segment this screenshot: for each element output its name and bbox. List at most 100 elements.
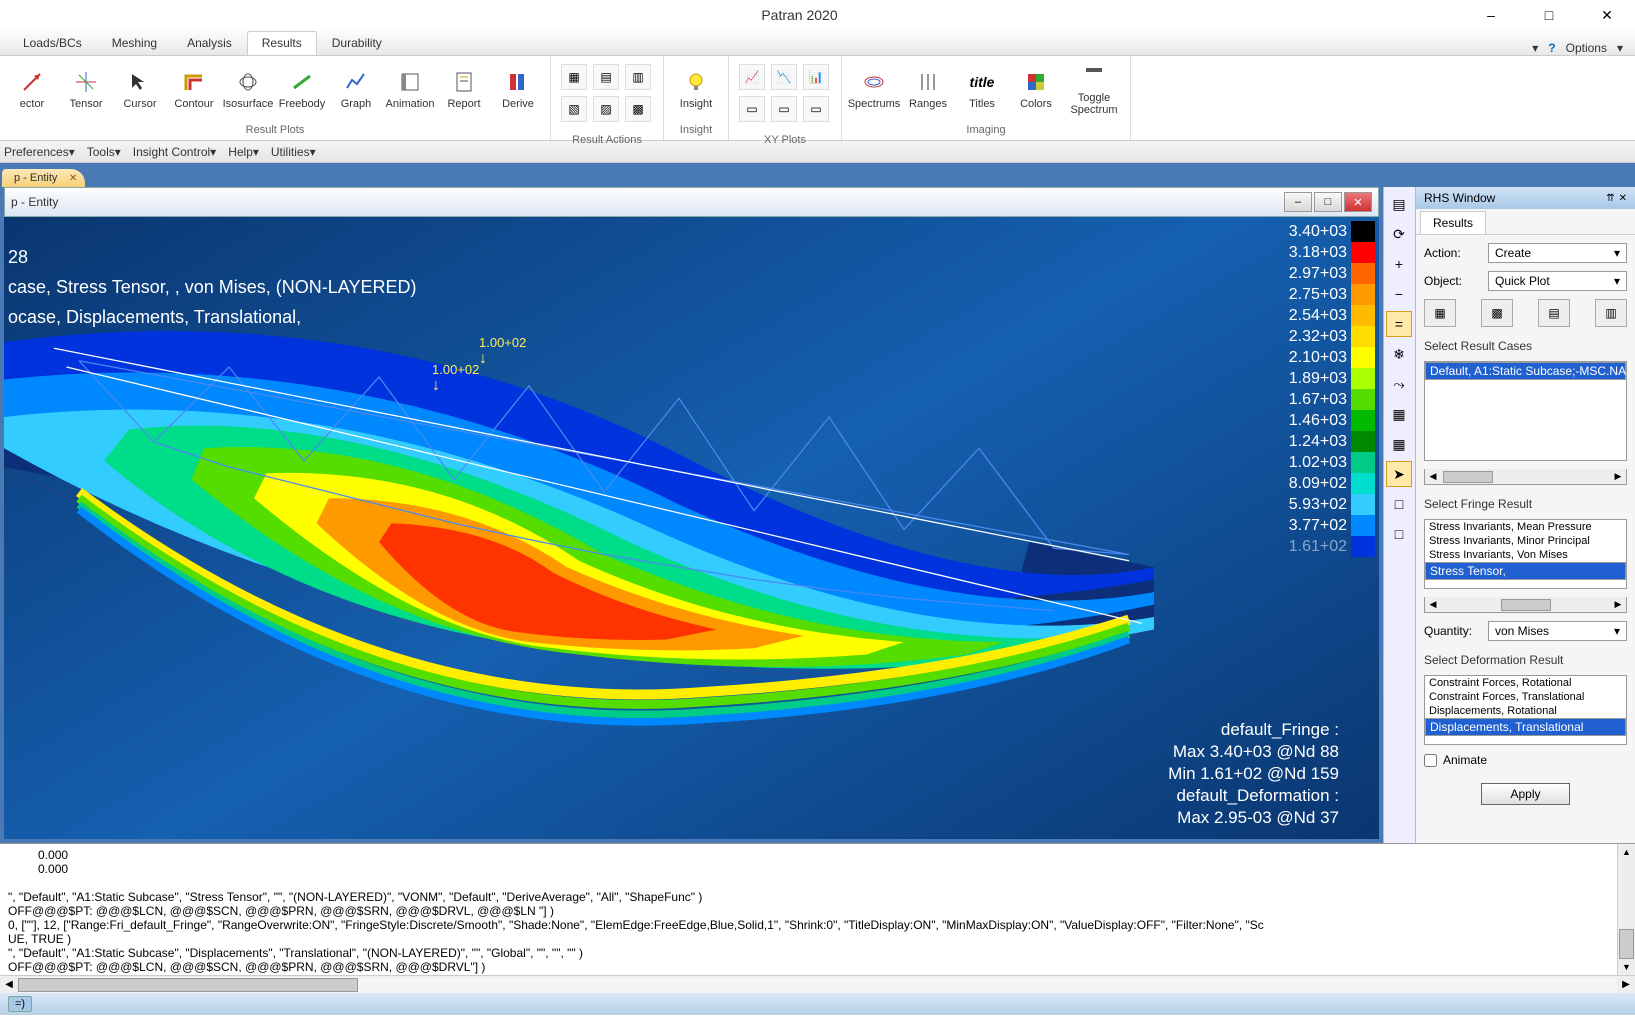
spectrums-button[interactable]: Spectrums xyxy=(848,66,900,112)
console: 0.000 0.000 ", "Default", "A1:Static Sub… xyxy=(0,843,1635,993)
action-icon-1[interactable]: ▦ xyxy=(561,64,587,90)
minimize-button[interactable]: – xyxy=(1471,1,1511,29)
apply-button[interactable]: Apply xyxy=(1481,783,1569,805)
derive-button[interactable]: Derive xyxy=(492,66,544,112)
action-icon-6[interactable]: ▩ xyxy=(625,96,651,122)
inner-maximize-button[interactable]: □ xyxy=(1314,192,1342,212)
deform-item[interactable]: Constraint Forces, Translational xyxy=(1425,690,1626,704)
help-icon[interactable]: ? xyxy=(1548,41,1555,55)
fringe-item[interactable]: Stress Invariants, Mean Pressure xyxy=(1425,520,1626,534)
deform-item[interactable]: Constraint Forces, Rotational xyxy=(1425,676,1626,690)
close-button[interactable]: ✕ xyxy=(1587,1,1627,29)
viewtool-box1[interactable]: □ xyxy=(1386,491,1412,517)
tab-meshing[interactable]: Meshing xyxy=(97,31,172,55)
rhs-subtab-results[interactable]: Results xyxy=(1420,211,1486,234)
fringe-listbox[interactable]: Stress Invariants, Mean PressureStress I… xyxy=(1424,519,1627,589)
tensor-button[interactable]: Tensor xyxy=(60,66,112,112)
viewtool-eq[interactable]: = xyxy=(1386,311,1412,337)
deform-item[interactable]: Displacements, Translational xyxy=(1425,718,1626,736)
animation-button[interactable]: Animation xyxy=(384,66,436,112)
viewtool-rot[interactable]: ⟳ xyxy=(1386,221,1412,247)
rhs-title: RHS Window xyxy=(1424,191,1495,205)
console-log[interactable]: 0.000 0.000 ", "Default", "A1:Static Sub… xyxy=(0,844,1635,975)
toggle-spectrum-button[interactable]: Toggle Spectrum xyxy=(1064,60,1124,118)
viewtool-grid2[interactable]: ▦ xyxy=(1386,431,1412,457)
fringe-item[interactable]: Stress Invariants, Von Mises xyxy=(1425,548,1626,562)
action-icon-5[interactable]: ▨ xyxy=(593,96,619,122)
legend-swatch xyxy=(1351,326,1375,347)
viewtool-box2[interactable]: □ xyxy=(1386,521,1412,547)
xy-icon-5[interactable]: ▭ xyxy=(771,96,797,122)
xy-icon-3[interactable]: 📊 xyxy=(803,64,829,90)
report-button[interactable]: Report xyxy=(438,66,490,112)
viewtool-minus[interactable]: − xyxy=(1386,281,1412,307)
deform-listbox[interactable]: Constraint Forces, RotationalConstraint … xyxy=(1424,675,1627,745)
viewtool-axes[interactable]: ⤳ xyxy=(1386,371,1412,397)
options-menu[interactable]: Options xyxy=(1566,41,1607,55)
fringe-item[interactable]: Stress Invariants, Minor Principal xyxy=(1425,534,1626,548)
rhs-icon-4[interactable]: ▥ xyxy=(1595,299,1627,327)
contour-button[interactable]: Contour xyxy=(168,66,220,112)
action-icon-4[interactable]: ▧ xyxy=(561,96,587,122)
freebody-button[interactable]: Freebody xyxy=(276,66,328,112)
console-hscroll[interactable]: ◀▶ xyxy=(0,975,1635,993)
tab-loads[interactable]: Loads/BCs xyxy=(8,31,97,55)
xy-icon-4[interactable]: ▭ xyxy=(739,96,765,122)
viewtool-page[interactable]: ▤ xyxy=(1386,191,1412,217)
tab-durability[interactable]: Durability xyxy=(317,31,397,55)
menu-preferences[interactable]: Preferences▾ xyxy=(4,145,75,159)
viewtool-grid1[interactable]: ▦ xyxy=(1386,401,1412,427)
rhs-icon-3[interactable]: ▤ xyxy=(1538,299,1570,327)
rhs-icon-2[interactable]: ▩ xyxy=(1481,299,1513,327)
menu-utilities[interactable]: Utilities▾ xyxy=(271,145,316,159)
animate-input[interactable] xyxy=(1424,754,1437,767)
viewtool-snow[interactable]: ❄ xyxy=(1386,341,1412,367)
viewtool-plus[interactable]: + xyxy=(1386,251,1412,277)
tab-results[interactable]: Results xyxy=(247,31,317,55)
isosurface-button[interactable]: Isosurface xyxy=(222,66,274,112)
fringe-scrollbar[interactable]: ◀▶ xyxy=(1424,597,1627,613)
caret-icon[interactable]: ▾ xyxy=(1532,41,1538,55)
cases-scrollbar[interactable]: ◀▶ xyxy=(1424,469,1627,485)
tab-analysis[interactable]: Analysis xyxy=(172,31,247,55)
fringe-item[interactable]: Stress Tensor, xyxy=(1425,562,1626,580)
viewtool-arrow[interactable]: ➤ xyxy=(1386,461,1412,487)
action-select[interactable]: Create▾ xyxy=(1488,243,1627,263)
graph-button[interactable]: Graph xyxy=(330,66,382,112)
inner-minimize-button[interactable]: – xyxy=(1284,192,1312,212)
inner-close-button[interactable]: ✕ xyxy=(1344,192,1372,212)
menu-insight-control[interactable]: Insight Control▾ xyxy=(133,145,216,159)
viewport-3d[interactable]: 28 case, Stress Tensor, , von Mises, (NO… xyxy=(4,217,1379,839)
menu-tools[interactable]: Tools▾ xyxy=(87,145,121,159)
status-chip[interactable]: =) xyxy=(8,996,32,1012)
result-case-item[interactable]: Default, A1:Static Subcase;-MSC.NA xyxy=(1425,362,1626,380)
action-icon-3[interactable]: ▥ xyxy=(625,64,651,90)
console-vscroll[interactable]: ▲▼ xyxy=(1617,844,1635,975)
vector-button[interactable]: ector xyxy=(6,66,58,112)
quantity-select[interactable]: von Mises▾ xyxy=(1488,621,1627,641)
legend-swatch xyxy=(1351,515,1375,536)
rhs-close-icon[interactable]: ✕ xyxy=(1619,193,1627,204)
doc-tab-entity[interactable]: p - Entity ✕ xyxy=(2,169,85,187)
action-icon-2[interactable]: ▤ xyxy=(593,64,619,90)
xy-icon-6[interactable]: ▭ xyxy=(803,96,829,122)
animate-checkbox[interactable]: Animate xyxy=(1424,753,1627,767)
cursor-button[interactable]: Cursor xyxy=(114,66,166,112)
maximize-button[interactable]: □ xyxy=(1529,1,1569,29)
deform-item[interactable]: Displacements, Rotational xyxy=(1425,704,1626,718)
rhs-icon-1[interactable]: ▦ xyxy=(1424,299,1456,327)
doc-tab-close-icon[interactable]: ✕ xyxy=(69,173,77,184)
result-cases-listbox[interactable]: Default, A1:Static Subcase;-MSC.NA xyxy=(1424,361,1627,461)
xy-icon-1[interactable]: 📈 xyxy=(739,64,765,90)
colors-button[interactable]: Colors xyxy=(1010,66,1062,112)
menu-help[interactable]: Help▾ xyxy=(228,145,259,159)
ribbon-group-insight: Insight Insight xyxy=(664,56,729,140)
select-cases-label: Select Result Cases xyxy=(1424,339,1627,353)
ranges-button[interactable]: Ranges xyxy=(902,66,954,112)
xy-icon-2[interactable]: 📉 xyxy=(771,64,797,90)
object-select[interactable]: Quick Plot▾ xyxy=(1488,271,1627,291)
titles-button[interactable]: titleTitles xyxy=(956,66,1008,112)
insight-button[interactable]: Insight xyxy=(670,66,722,112)
options-caret-icon[interactable]: ▾ xyxy=(1617,41,1623,55)
rhs-pin-icon[interactable]: ⇈ xyxy=(1606,193,1614,204)
